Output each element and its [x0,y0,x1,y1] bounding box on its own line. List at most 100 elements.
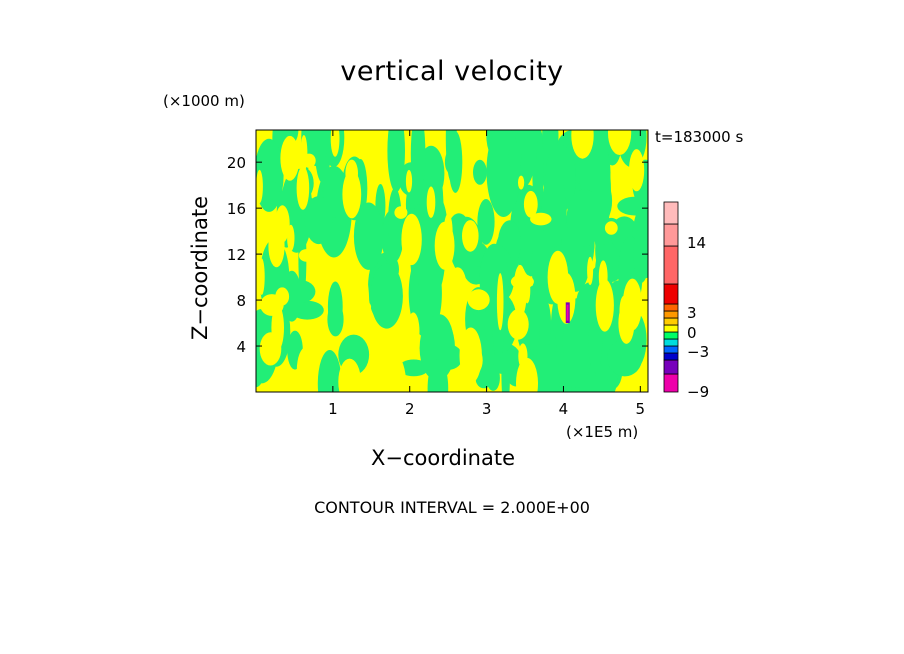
positive-region [547,250,569,304]
colorbar-swatch [663,352,679,361]
x-tick-label: 5 [636,400,646,418]
x-ticks: 1 2 3 4 5 [328,130,645,418]
positive-region [345,159,359,188]
positive-region [258,258,265,296]
colorbar-swatch [663,324,679,333]
colorbar-swatch [663,223,679,247]
x-axis-label: X−coordinate [371,446,515,470]
colorbar-swatch [663,283,679,305]
negative-region [409,275,420,314]
plot-frame [255,129,649,393]
positive-region [407,312,420,351]
positive-region [284,136,292,177]
colorbar-swatch [663,317,679,326]
negative-region [588,313,603,373]
x-tick-label: 3 [482,400,492,418]
positive-region [443,213,453,250]
positive-region [604,221,618,235]
positive-region [629,149,645,192]
negative-region [633,227,648,283]
positive-region [608,130,632,155]
y-tick-label: 12 [227,246,246,264]
y-tick-label: 20 [227,154,246,172]
positive-region [618,302,635,344]
positive-region [448,267,467,304]
chart-title: vertical velocity [340,56,564,87]
x-tick-label: 4 [559,400,569,418]
positive-region [275,205,290,243]
positive-region [296,347,315,392]
negative-region [475,370,493,389]
colorbar-label: −9 [687,383,709,401]
colorbar-label: 0 [687,324,697,342]
negative-region [353,202,384,270]
negative-region [541,173,567,248]
positive-region [507,309,529,340]
negative-region [607,339,643,377]
positive-region [459,327,482,384]
positive-region [401,213,422,266]
positive-region [330,130,340,157]
colorbar-label: 14 [687,234,706,252]
positive-region [298,249,314,262]
positive-region [523,190,538,218]
y-tick-label: 4 [236,338,246,356]
positive-region [518,175,525,190]
positive-region [587,256,594,286]
negative-region [408,249,442,338]
positive-region [405,169,413,193]
positive-region [426,186,436,218]
negative-region [388,188,402,253]
colorbar-swatch [663,345,679,354]
positive-region [516,357,538,392]
negative-region [566,189,603,247]
negative-region [304,196,333,245]
positive-region [324,262,333,276]
positive-region [530,212,552,226]
positive-region [394,206,408,219]
positive-region [338,358,361,392]
colorbar-swatch [663,245,679,285]
negative-region [327,281,343,333]
strong-cell-core [566,304,569,321]
z-unit-label: (×1000 m) [163,92,245,110]
velocity-field [256,130,648,392]
negative-region [370,263,403,329]
colorbar-swatch [663,310,679,319]
positive-region [462,220,479,252]
x-tick-label: 2 [405,400,415,418]
negative-region [568,307,599,324]
colorbar-label: 3 [687,304,697,322]
negative-region [448,131,463,193]
negative-region [477,199,495,245]
positive-region [595,279,614,332]
negative-region [427,359,449,392]
colorbar-swatch [663,303,679,312]
negative-region [473,159,487,185]
positive-region [359,274,370,334]
negative-region [444,150,455,173]
colorbar-label: −3 [687,343,709,361]
negative-region [398,359,429,377]
contour-interval-label: CONTOUR INTERVAL = 2.000E+00 [314,498,590,517]
colorbar-swatch [663,373,679,393]
negative-region [317,350,342,392]
negative-region [508,141,522,172]
negative-region [617,196,648,216]
colorbar-swatch [663,331,679,340]
positive-region [571,130,594,159]
negative-region [266,181,280,200]
negative-region [286,280,316,303]
positive-region [302,153,316,168]
positive-region [496,273,504,331]
colorbar-swatch [663,338,679,347]
time-label: t=183000 s [655,128,744,146]
x-tick-label: 1 [328,400,338,418]
colorbar-swatch [663,201,679,225]
positive-region [259,332,282,366]
colorbar-swatch [663,359,679,375]
y-tick-label: 16 [227,200,246,218]
positive-region [386,356,407,392]
negative-region [535,344,560,392]
